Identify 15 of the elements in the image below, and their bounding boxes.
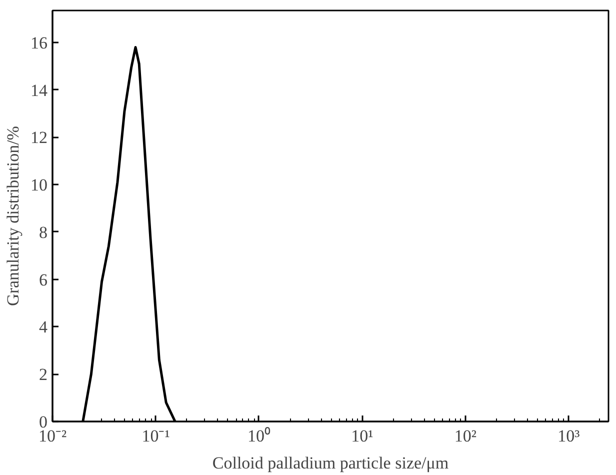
x-tick-label: 10³ [558,426,580,446]
x-tick-label: 10⁰ [247,426,270,446]
y-axis-title: Granularity distribution/% [4,126,22,306]
x-axis-title: Colloid palladium particle size/μm [212,454,449,472]
y-tick-label: 12 [30,128,48,148]
x-tick-label: 10¹ [351,426,374,446]
y-tick-label: 2 [39,365,48,384]
x-tick-label: 10² [454,426,477,446]
x-tick-label: 10⁻¹ [142,426,170,446]
y-tick-label: 14 [30,80,48,100]
y-tick-label: 4 [39,318,48,337]
y-tick-label: 10 [30,176,48,195]
y-tick-label: 6 [39,270,48,290]
y-tick-label: 16 [30,33,48,52]
y-tick-label: 8 [39,222,48,242]
